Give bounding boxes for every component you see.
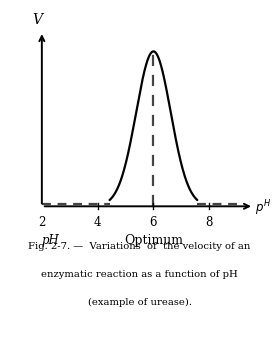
Text: 6: 6	[150, 216, 157, 229]
Text: 8: 8	[206, 216, 213, 229]
Text: (example of urease).: (example of urease).	[88, 298, 191, 307]
Text: V: V	[33, 12, 43, 27]
Text: 2: 2	[38, 216, 45, 229]
Text: enzymatic reaction as a function of pH: enzymatic reaction as a function of pH	[41, 270, 238, 279]
Text: 4: 4	[94, 216, 101, 229]
Text: pH: pH	[41, 234, 59, 247]
Text: Optimum: Optimum	[124, 234, 183, 247]
Text: $p^{H}$: $p^{H}$	[255, 198, 271, 218]
Text: Fig. 2-7. —  Variations  of  the velocity of an: Fig. 2-7. — Variations of the velocity o…	[28, 242, 251, 251]
